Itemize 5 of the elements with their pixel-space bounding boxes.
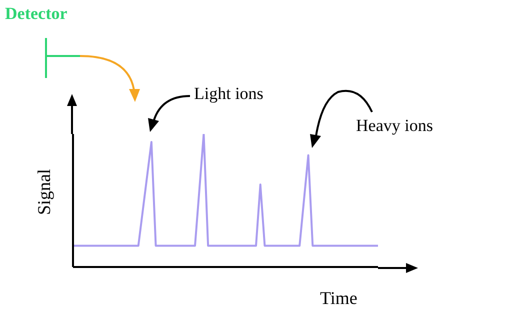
annotation: Heavy ions [356, 116, 433, 136]
x-axis-title: Time [320, 288, 358, 309]
text: Detector [5, 4, 68, 24]
y-axis-title: Signal [34, 168, 55, 215]
text: Light ions [194, 84, 264, 104]
